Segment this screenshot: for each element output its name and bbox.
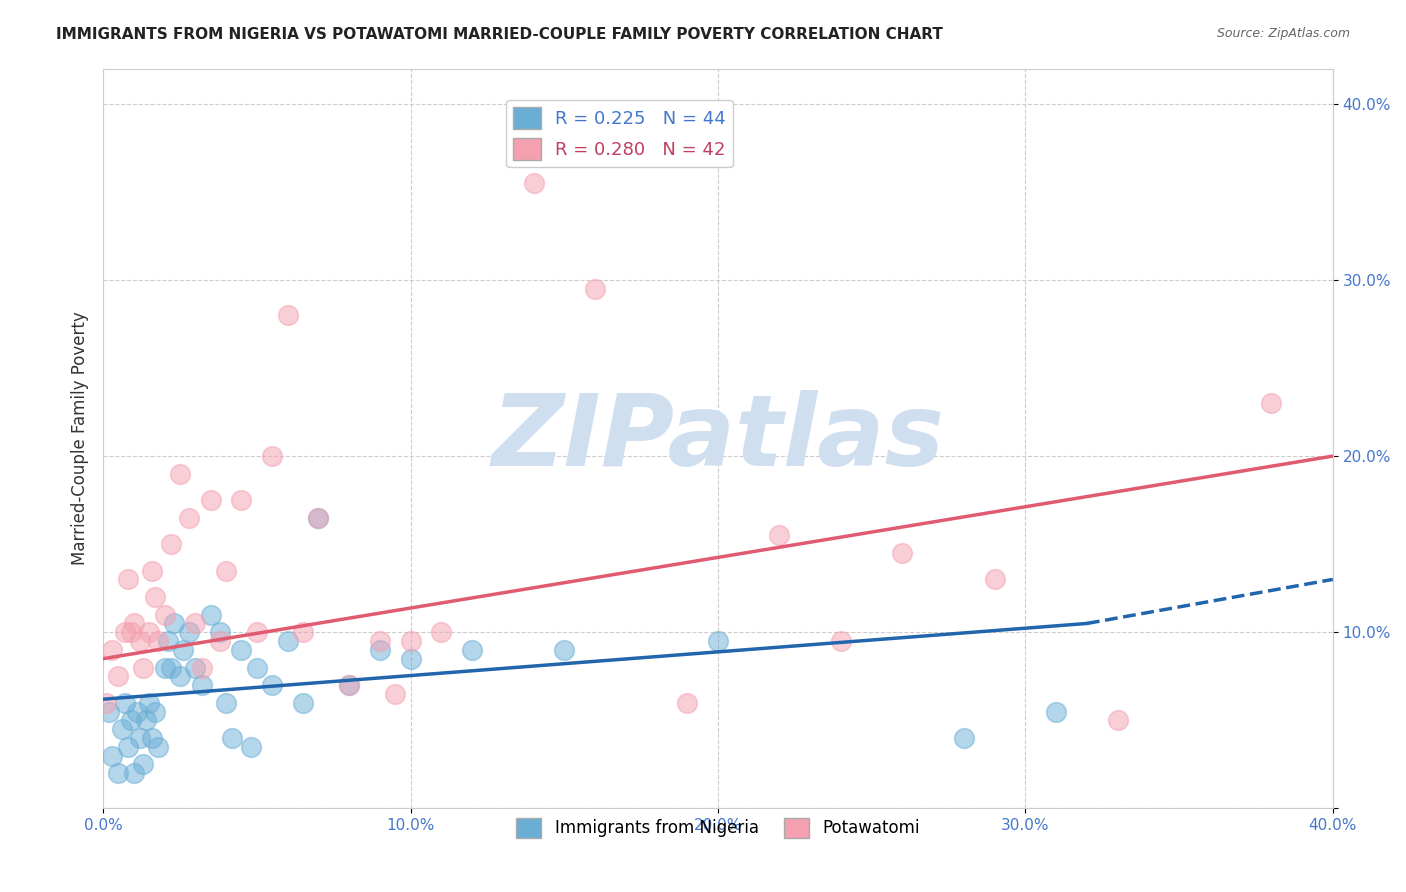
Potawatomi	[117, 573, 139, 587]
Potawatomi	[114, 625, 136, 640]
Immigrants from Nigeria	[159, 660, 181, 674]
Potawatomi	[132, 660, 155, 674]
Immigrants from Nigeria	[368, 643, 391, 657]
Immigrants from Nigeria	[461, 643, 484, 657]
Immigrants from Nigeria	[156, 634, 179, 648]
Potawatomi	[184, 616, 207, 631]
Immigrants from Nigeria	[172, 643, 194, 657]
Potawatomi	[190, 660, 212, 674]
Immigrants from Nigeria	[148, 739, 170, 754]
Immigrants from Nigeria	[239, 739, 262, 754]
Immigrants from Nigeria	[107, 766, 129, 780]
Potawatomi	[830, 634, 852, 648]
Immigrants from Nigeria	[101, 748, 124, 763]
Potawatomi	[101, 643, 124, 657]
Potawatomi	[129, 634, 152, 648]
Immigrants from Nigeria	[231, 643, 253, 657]
Immigrants from Nigeria	[190, 678, 212, 692]
Immigrants from Nigeria	[399, 651, 422, 665]
Immigrants from Nigeria	[953, 731, 976, 745]
Potawatomi	[215, 564, 238, 578]
Potawatomi	[208, 634, 231, 648]
Potawatomi	[153, 607, 176, 622]
Potawatomi	[1260, 396, 1282, 410]
Potawatomi	[179, 510, 201, 524]
Immigrants from Nigeria	[277, 634, 299, 648]
Immigrants from Nigeria	[129, 731, 152, 745]
Potawatomi	[138, 625, 160, 640]
Potawatomi	[96, 696, 118, 710]
Potawatomi	[159, 537, 181, 551]
Immigrants from Nigeria	[307, 510, 329, 524]
Text: Source: ZipAtlas.com: Source: ZipAtlas.com	[1216, 27, 1350, 40]
Potawatomi	[141, 564, 163, 578]
Potawatomi	[768, 528, 790, 542]
Immigrants from Nigeria	[200, 607, 222, 622]
Potawatomi	[277, 308, 299, 322]
Potawatomi	[983, 573, 1005, 587]
Potawatomi	[891, 546, 914, 560]
Immigrants from Nigeria	[145, 705, 167, 719]
Potawatomi	[148, 634, 170, 648]
Text: IMMIGRANTS FROM NIGERIA VS POTAWATOMI MARRIED-COUPLE FAMILY POVERTY CORRELATION : IMMIGRANTS FROM NIGERIA VS POTAWATOMI MA…	[56, 27, 943, 42]
Immigrants from Nigeria	[117, 739, 139, 754]
Potawatomi	[169, 467, 191, 481]
Immigrants from Nigeria	[169, 669, 191, 683]
Potawatomi	[368, 634, 391, 648]
Potawatomi	[430, 625, 453, 640]
Immigrants from Nigeria	[179, 625, 201, 640]
Immigrants from Nigeria	[262, 678, 284, 692]
Potawatomi	[120, 625, 142, 640]
Immigrants from Nigeria	[125, 705, 148, 719]
Y-axis label: Married-Couple Family Poverty: Married-Couple Family Poverty	[72, 311, 89, 566]
Potawatomi	[676, 696, 699, 710]
Immigrants from Nigeria	[141, 731, 163, 745]
Potawatomi	[262, 449, 284, 463]
Text: ZIPatlas: ZIPatlas	[491, 390, 945, 487]
Potawatomi	[522, 176, 544, 190]
Immigrants from Nigeria	[135, 714, 157, 728]
Potawatomi	[246, 625, 269, 640]
Immigrants from Nigeria	[132, 757, 155, 772]
Immigrants from Nigeria	[291, 696, 314, 710]
Potawatomi	[231, 493, 253, 508]
Immigrants from Nigeria	[221, 731, 243, 745]
Legend: Immigrants from Nigeria, Potawatomi: Immigrants from Nigeria, Potawatomi	[510, 811, 927, 845]
Immigrants from Nigeria	[122, 766, 145, 780]
Potawatomi	[107, 669, 129, 683]
Potawatomi	[583, 282, 606, 296]
Potawatomi	[1107, 714, 1129, 728]
Immigrants from Nigeria	[246, 660, 269, 674]
Potawatomi	[122, 616, 145, 631]
Immigrants from Nigeria	[163, 616, 186, 631]
Potawatomi	[399, 634, 422, 648]
Immigrants from Nigeria	[553, 643, 575, 657]
Immigrants from Nigeria	[120, 714, 142, 728]
Immigrants from Nigeria	[215, 696, 238, 710]
Immigrants from Nigeria	[707, 634, 730, 648]
Immigrants from Nigeria	[184, 660, 207, 674]
Immigrants from Nigeria	[337, 678, 360, 692]
Potawatomi	[291, 625, 314, 640]
Immigrants from Nigeria	[153, 660, 176, 674]
Potawatomi	[337, 678, 360, 692]
Potawatomi	[200, 493, 222, 508]
Immigrants from Nigeria	[1045, 705, 1067, 719]
Immigrants from Nigeria	[208, 625, 231, 640]
Immigrants from Nigeria	[98, 705, 121, 719]
Potawatomi	[307, 510, 329, 524]
Immigrants from Nigeria	[114, 696, 136, 710]
Immigrants from Nigeria	[110, 722, 132, 736]
Immigrants from Nigeria	[138, 696, 160, 710]
Potawatomi	[384, 687, 406, 701]
Potawatomi	[145, 590, 167, 604]
